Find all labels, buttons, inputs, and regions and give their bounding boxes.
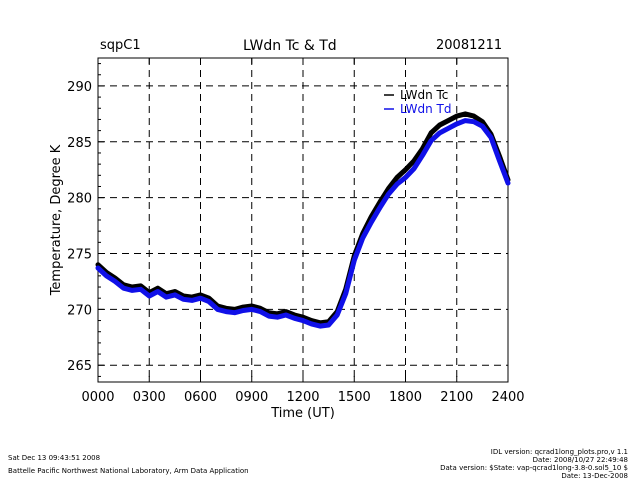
series-line-td xyxy=(95,118,511,329)
x-tick-label: 0300 xyxy=(133,390,166,405)
x-tick-label: 1800 xyxy=(389,390,422,405)
footer-idl-version: IDL version: qcrad1long_plots.pro,v 1.1 xyxy=(490,448,628,456)
x-tick-label: 2100 xyxy=(440,390,473,405)
footer-data-version: Data version: $State: vap-qcrad1long-3.8… xyxy=(440,464,628,472)
date-label: 20081211 xyxy=(436,38,503,53)
y-tick-label: 280 xyxy=(67,192,92,207)
legend-label: LWdn Tc xyxy=(400,88,448,102)
series-line-tc xyxy=(95,111,511,326)
y-tick-label: 270 xyxy=(67,303,92,318)
x-tick-label: 1500 xyxy=(338,390,371,405)
x-tick-label: 0600 xyxy=(184,390,217,405)
y-tick-label: 265 xyxy=(67,359,92,374)
y-tick-label: 275 xyxy=(67,248,92,263)
chart-title: LWdn Tc & Td xyxy=(243,38,337,54)
x-tick-label: 0000 xyxy=(81,390,114,405)
footer-data-date: Date: 13-Dec-2008 xyxy=(561,472,628,480)
x-tick-label: 2400 xyxy=(491,390,524,405)
x-tick-label: 1200 xyxy=(286,390,319,405)
x-tick-label: 0900 xyxy=(235,390,268,405)
y-tick-label: 290 xyxy=(67,80,92,95)
y-tick-label: 285 xyxy=(67,136,92,151)
footer-timestamp: Sat Dec 13 09:43:51 2008 xyxy=(8,454,101,462)
footer-idl-date: Date: 2008/10/27 22:49:48 xyxy=(532,456,628,464)
legend-label: LWdn Td xyxy=(400,102,451,116)
site-label: sqpC1 xyxy=(100,38,141,53)
y-axis-label: Temperature, Degree K xyxy=(49,144,64,296)
x-axis-label: Time (UT) xyxy=(270,406,335,421)
footer-institution: Battelle Pacific Northwest National Labo… xyxy=(8,467,249,475)
